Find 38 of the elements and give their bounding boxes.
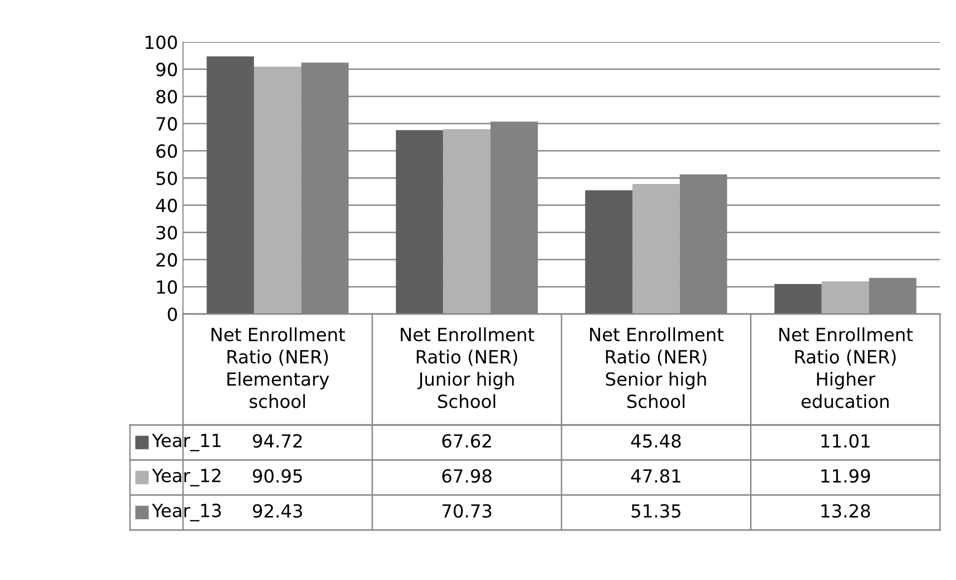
data-label: 90.95: [252, 469, 302, 483]
y-tick-label: 70: [156, 117, 177, 131]
data-label: 94.72: [252, 434, 302, 448]
x-tick-label: Net Enrollment Ratio (NER) Elementary school: [212, 327, 345, 408]
y-tick-label: 0: [168, 307, 177, 322]
data-label: 47.81: [631, 469, 680, 483]
legend-label: Year_11: [152, 434, 221, 452]
x-tick-label: Net Enrollment Ratio (NER) Higher education: [779, 327, 913, 408]
bar: [443, 129, 491, 314]
y-tick-label: 20: [156, 253, 177, 267]
data-label: 70.73: [442, 504, 492, 518]
x-tick-label: Net Enrollment Ratio (NER) Senior high School: [590, 327, 724, 408]
data-label: 13.28: [822, 504, 870, 518]
bar: [632, 184, 680, 314]
data-label: 11.99: [822, 469, 870, 483]
data-label: 92.43: [252, 504, 302, 518]
y-tick-label: 10: [157, 280, 177, 294]
data-label: 11.01: [822, 434, 870, 448]
bar: [396, 130, 444, 314]
legend-label: Year_13: [152, 504, 221, 522]
y-tick-label: 50: [156, 171, 177, 186]
bar: [206, 56, 254, 314]
y-tick-label: 100: [146, 35, 177, 50]
bar: [254, 66, 302, 314]
y-tick-label: 90: [156, 62, 177, 76]
bar: [585, 190, 632, 314]
data-label: 67.98: [442, 469, 492, 483]
data-label: 45.48: [631, 434, 681, 448]
y-tick-label: 60: [156, 144, 177, 158]
bar: [822, 281, 870, 314]
y-tick-label: 80: [156, 90, 177, 104]
x-tick-label: Net Enrollment Ratio (NER) Junior high School: [400, 327, 534, 408]
y-tick-label: 30: [156, 226, 177, 240]
legend-label: Year_12: [152, 468, 220, 486]
bar: [774, 284, 822, 314]
data-label: 67.62: [442, 434, 491, 448]
data-label: 51.35: [632, 504, 680, 518]
y-tick-label: 40: [156, 198, 177, 212]
